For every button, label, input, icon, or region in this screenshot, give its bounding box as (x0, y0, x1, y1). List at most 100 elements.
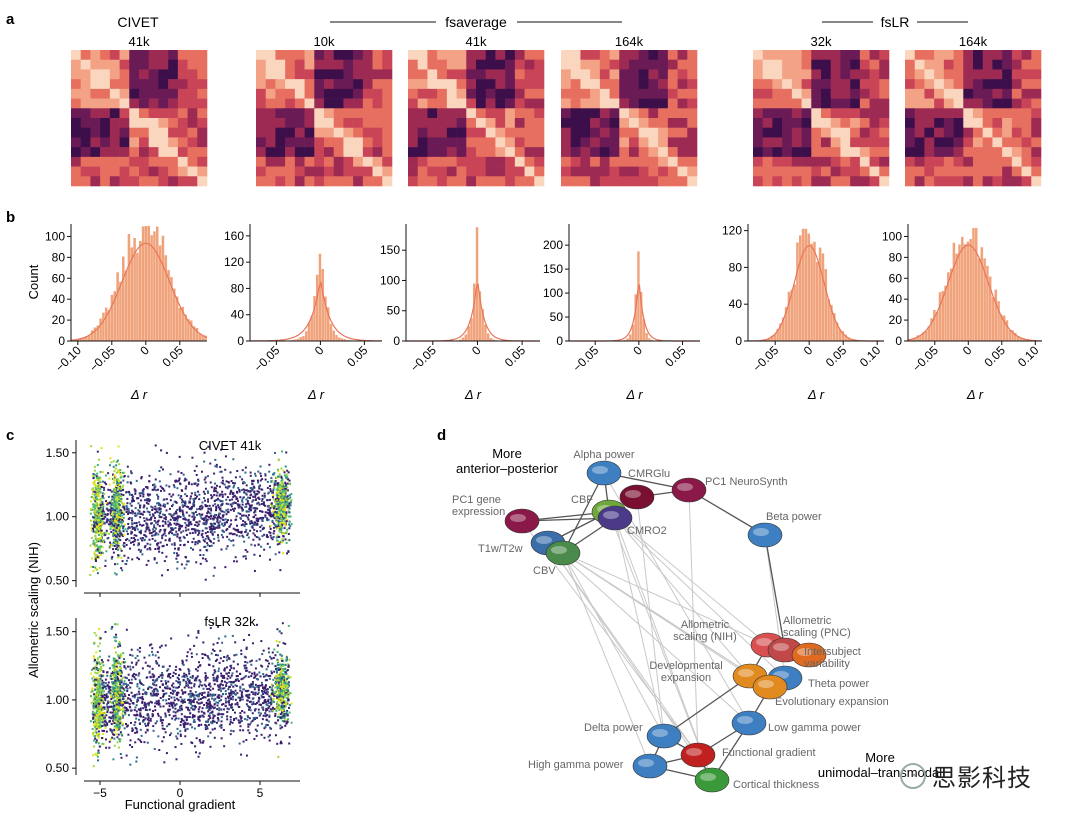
scatter-point (89, 573, 92, 576)
scatter-point (118, 531, 121, 534)
scatter-point (128, 493, 131, 496)
scatter-point (100, 520, 103, 523)
matrix-cell (667, 137, 678, 148)
scatter-point (156, 712, 159, 715)
scatter-point (187, 523, 190, 526)
scatter-point (283, 517, 286, 520)
scatter-point (161, 468, 164, 471)
scatter-point (99, 514, 102, 517)
scatter-point (130, 472, 133, 475)
scatter-point (145, 501, 148, 504)
scatter-point (220, 448, 223, 451)
scatter-point (257, 481, 260, 484)
scatter-point (179, 539, 182, 542)
matrix-cell (658, 166, 669, 177)
scatter-point (269, 512, 272, 515)
scatter-point (257, 496, 260, 499)
scatter-point (229, 696, 232, 699)
scatter-point (249, 474, 252, 477)
histogram-bar (181, 306, 185, 341)
matrix-cell (304, 108, 315, 119)
scatter-point (136, 528, 139, 531)
scatter-point (207, 510, 210, 513)
matrix-cell (687, 147, 698, 158)
scatter-point (156, 511, 159, 514)
matrix-cell (934, 118, 945, 129)
matrix-cell (324, 156, 335, 167)
matrix-cell (534, 79, 545, 90)
matrix-cell (963, 118, 974, 129)
matrix-cell (495, 69, 506, 80)
matrix-cell (408, 127, 419, 138)
scatter-point (261, 653, 264, 656)
matrix-cell (417, 176, 428, 187)
scatter-point (260, 722, 263, 725)
matrix-cell (570, 88, 581, 99)
x-tick-label: 0.05 (502, 343, 529, 370)
scatter-point (181, 698, 184, 701)
matrix-cell (580, 156, 591, 167)
matrix-cell (139, 98, 150, 109)
matrix-cell (1031, 118, 1042, 129)
matrix-cell (362, 137, 373, 148)
scatter-point (90, 565, 93, 568)
matrix-cell (417, 79, 428, 90)
matrix-cell (139, 176, 150, 187)
scatter-point (162, 699, 165, 702)
matrix-cell (687, 50, 698, 61)
matrix-cell (963, 79, 974, 90)
scatter-point (237, 528, 240, 531)
scatter-point (165, 509, 168, 512)
matrix-cell (382, 108, 393, 119)
scatter-point (108, 740, 111, 743)
scatter-point (185, 529, 188, 532)
matrix-cell (119, 156, 130, 167)
scatter-point (207, 498, 210, 501)
scatter-point (190, 655, 193, 658)
panel-c-label: c (6, 427, 14, 444)
scatter-point (171, 689, 174, 692)
scatter-point (276, 516, 279, 519)
matrix-cell (71, 108, 82, 119)
scatter-point (101, 552, 104, 555)
matrix-cell (285, 156, 296, 167)
scatter-point (182, 530, 185, 533)
scatter-point (272, 526, 275, 529)
matrix-cell (801, 118, 812, 129)
matrix-cell (953, 98, 964, 109)
matrix-cell (791, 79, 802, 90)
matrix-cell (534, 88, 545, 99)
scatter-point (250, 525, 253, 528)
scatter-point (221, 515, 224, 518)
matrix-cell (667, 156, 678, 167)
scatter-point (280, 467, 283, 470)
scatter-point (268, 558, 271, 561)
scatter-point (148, 538, 151, 541)
matrix-cell (100, 108, 111, 119)
scatter-point (221, 495, 224, 498)
scatter-point (285, 516, 288, 519)
matrix-cell (753, 118, 764, 129)
scatter-point (284, 704, 287, 707)
matrix-cell (934, 88, 945, 99)
scatter-point (99, 481, 102, 484)
scatter-point (266, 519, 269, 522)
scatter-point (252, 485, 255, 488)
scatter-point (129, 502, 132, 505)
matrix-cell (100, 166, 111, 177)
matrix-cell (687, 118, 698, 129)
scatter-point (257, 699, 260, 702)
matrix-cell (505, 166, 516, 177)
scatter-point (155, 543, 158, 546)
scatter-point (133, 540, 136, 543)
scatter-point (115, 573, 118, 576)
scatter-point (158, 508, 161, 511)
matrix-cell (924, 50, 935, 61)
scatter-point (117, 733, 120, 736)
scatter-point (122, 533, 125, 536)
scatter-point (94, 737, 97, 740)
matrix-cell (801, 166, 812, 177)
scatter-point (280, 527, 283, 530)
scatter-point (175, 523, 178, 526)
